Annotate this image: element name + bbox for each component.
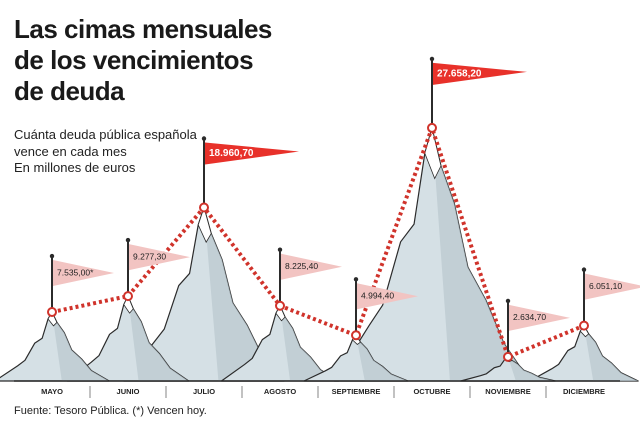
flag — [585, 273, 640, 300]
chart-title: Las cimas mensuales de los vencimientos … — [14, 14, 272, 106]
value-label: 4.994,40 — [361, 291, 394, 301]
value-label: 6.051,10 — [589, 281, 622, 291]
flag — [281, 253, 342, 280]
chart-subtitle: Cuánta deuda pública española vence en c… — [14, 127, 197, 159]
x-tick-label: SEPTIEMBRE — [332, 387, 381, 396]
value-label: 8.225,40 — [285, 261, 318, 271]
x-tick-label: DICIEMBRE — [563, 387, 605, 396]
data-line — [51, 121, 585, 360]
mountain-shade — [280, 305, 339, 381]
data-point — [123, 291, 133, 302]
pole-knob — [277, 247, 283, 252]
value-label: 27.658,20 — [437, 69, 482, 80]
mountain-shade — [356, 335, 409, 381]
value-label: 7.535,00* — [57, 267, 94, 277]
x-tick-label: JULIO — [193, 387, 215, 396]
flag — [357, 283, 418, 310]
mountain-shade — [204, 207, 285, 381]
x-tick-label: AGOSTO — [264, 387, 297, 396]
flag — [129, 244, 190, 271]
data-point — [199, 202, 209, 213]
data-point — [351, 330, 361, 341]
pole-knob — [429, 56, 435, 62]
value-label: 9.277,30 — [133, 251, 166, 261]
mountain-shade — [128, 296, 189, 381]
value-label: 2.634,70 — [513, 312, 546, 322]
flag — [53, 260, 114, 287]
pole-knob — [353, 277, 359, 282]
flag — [509, 304, 570, 331]
pole-knob — [49, 253, 55, 259]
data-point — [579, 320, 589, 331]
mountain-shade — [508, 356, 556, 381]
mountain-shade — [432, 127, 530, 382]
value-label: 18.960,70 — [209, 148, 254, 159]
mountain-shade — [52, 312, 110, 381]
mountain-snow — [197, 206, 212, 244]
data-point — [275, 300, 285, 311]
x-tick-label: OCTUBRE — [413, 387, 450, 396]
pole-knob — [201, 136, 207, 141]
x-tick-label: MAYO — [41, 387, 63, 396]
pole-knob — [505, 298, 511, 304]
data-point — [503, 351, 513, 362]
unit-label: En millones de euros — [14, 160, 136, 175]
x-tick-label: JUNIO — [117, 387, 140, 396]
mountain-shade — [584, 325, 639, 381]
pole-knob — [125, 237, 131, 243]
data-point — [47, 307, 57, 318]
x-tick-label: NOVIEMBRE — [485, 387, 530, 396]
data-point — [427, 122, 437, 133]
flag — [205, 142, 299, 165]
pole-knob — [581, 267, 587, 272]
flag — [433, 62, 527, 85]
source-note: Fuente: Tesoro Pública. (*) Vencen hoy. — [14, 405, 207, 417]
